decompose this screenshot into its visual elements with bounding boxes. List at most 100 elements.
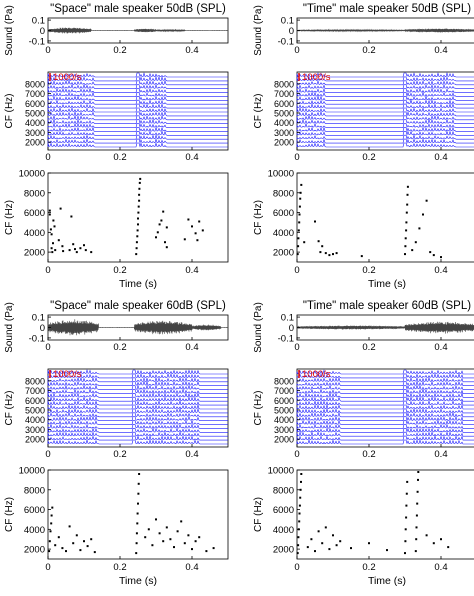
spike-point [158, 532, 161, 535]
spike-point [136, 522, 139, 525]
rate-trace [296, 376, 474, 383]
spike-point [52, 219, 55, 222]
spike-point [70, 215, 73, 218]
rate-trace [47, 134, 228, 140]
spike-point [191, 548, 193, 551]
spike-ylabel: CF (Hz) [4, 497, 15, 532]
sound-ytick-label: 0 [289, 323, 294, 334]
spike-axes-frame [296, 172, 474, 263]
spike-point [135, 253, 138, 256]
spike-point [406, 203, 409, 206]
spike-scatter-panel: 2000 4000 6000 8000 10000 0 0.2 0.4 Time (s) CF (… [4, 169, 229, 290]
rate-xtick-label: 0.2 [113, 152, 126, 163]
spike-point [135, 552, 138, 555]
spike-ytick-label: 2000 [273, 545, 294, 556]
rate-trace [47, 380, 228, 386]
panel-column-2: "Time" male speaker 50dB (SPL)0.10-0.10 0… [253, 3, 474, 290]
spike-point [48, 550, 51, 553]
rate-trace [47, 396, 228, 402]
rate-trace [296, 404, 474, 410]
spike-point [139, 177, 142, 180]
spike-point [415, 526, 418, 529]
spike-point [404, 253, 406, 256]
spike-point [324, 252, 327, 255]
spike-ytick-label: 2000 [273, 248, 294, 259]
rate-ytick-label: 6000 [25, 396, 45, 406]
rate-trace [47, 118, 228, 125]
panel-title: "Time" male speaker 50dB (SPL) [303, 3, 471, 15]
rate-trace [47, 392, 228, 398]
rate-axes-frame [47, 368, 229, 448]
rate-trace [47, 107, 228, 113]
rate-trace [296, 411, 474, 418]
spike-point [298, 520, 301, 523]
spike-point [48, 540, 51, 543]
spike-ytick-label: 8000 [24, 188, 45, 199]
spike-point [68, 525, 71, 528]
spike-point [321, 245, 324, 248]
spike-point [50, 233, 53, 236]
rate-trace [296, 400, 474, 406]
sound-ytick-label: -0.1 [278, 36, 294, 47]
spike-point [176, 530, 179, 533]
rate-ytick-label: 6000 [274, 396, 294, 406]
rate-trace [296, 91, 474, 98]
spike-point [194, 232, 197, 235]
spike-scatter-panel: 2000 4000 6000 8000 10000 0 0.2 0.4 Time (s) CF (… [253, 169, 474, 290]
rate-trace [47, 126, 228, 132]
spike-point [415, 514, 418, 517]
rate-ytick-label: 3000 [274, 128, 294, 138]
spike-point [321, 542, 324, 545]
rate-ylabel: CF (Hz) [4, 391, 15, 426]
rate-ytick-label: 3000 [274, 425, 294, 435]
sound-xtick-label: 0.2 [113, 342, 126, 353]
spike-point [205, 550, 208, 553]
rate-trace [296, 435, 474, 441]
rate-trace [296, 369, 474, 375]
rate-trace [47, 138, 228, 144]
spike-point [138, 199, 141, 202]
spike-point [405, 516, 408, 519]
sound-ylabel: Sound (Pa) [253, 302, 264, 353]
spike-point [165, 226, 168, 229]
sound-ytick-label: 0.1 [281, 313, 294, 324]
rate-trace [47, 72, 228, 78]
sound-trace [296, 27, 474, 33]
rate-scalebar-label: 1000/s [302, 369, 331, 380]
rate-trace [296, 126, 474, 132]
spike-point [317, 240, 320, 243]
spike-point [319, 251, 322, 254]
rate-ytick-label: 8000 [25, 79, 45, 89]
spike-point [335, 252, 338, 255]
spike-point [386, 549, 388, 552]
spike-point [416, 490, 419, 493]
rate-ytick-label: 3000 [25, 425, 45, 435]
rate-trace [47, 423, 228, 429]
spike-xtick-label: 0.2 [362, 562, 375, 573]
spike-point [50, 247, 53, 250]
rate-axes-frame [47, 71, 229, 151]
rate-ytick-label: 7000 [25, 89, 45, 99]
rate-ylabel: CF (Hz) [253, 94, 264, 129]
spike-point [62, 250, 65, 253]
sound-ylabel: Sound (Pa) [4, 302, 15, 353]
spike-xtick-label: 0.4 [434, 265, 447, 276]
spike-point [75, 534, 78, 537]
rate-trace [296, 95, 474, 101]
sound-ytick-label: -0.1 [29, 333, 45, 344]
rate-trace [47, 130, 228, 136]
spike-point [212, 547, 215, 550]
rate-ytick-label: 2000 [274, 138, 294, 148]
spike-point [405, 221, 408, 224]
spike-xlabel: Time (s) [119, 278, 157, 290]
spike-point [300, 480, 302, 483]
spike-point [411, 249, 414, 252]
spike-point [300, 473, 303, 475]
spike-point [50, 514, 53, 517]
spike-point [432, 542, 435, 545]
rate-trace [296, 392, 474, 398]
